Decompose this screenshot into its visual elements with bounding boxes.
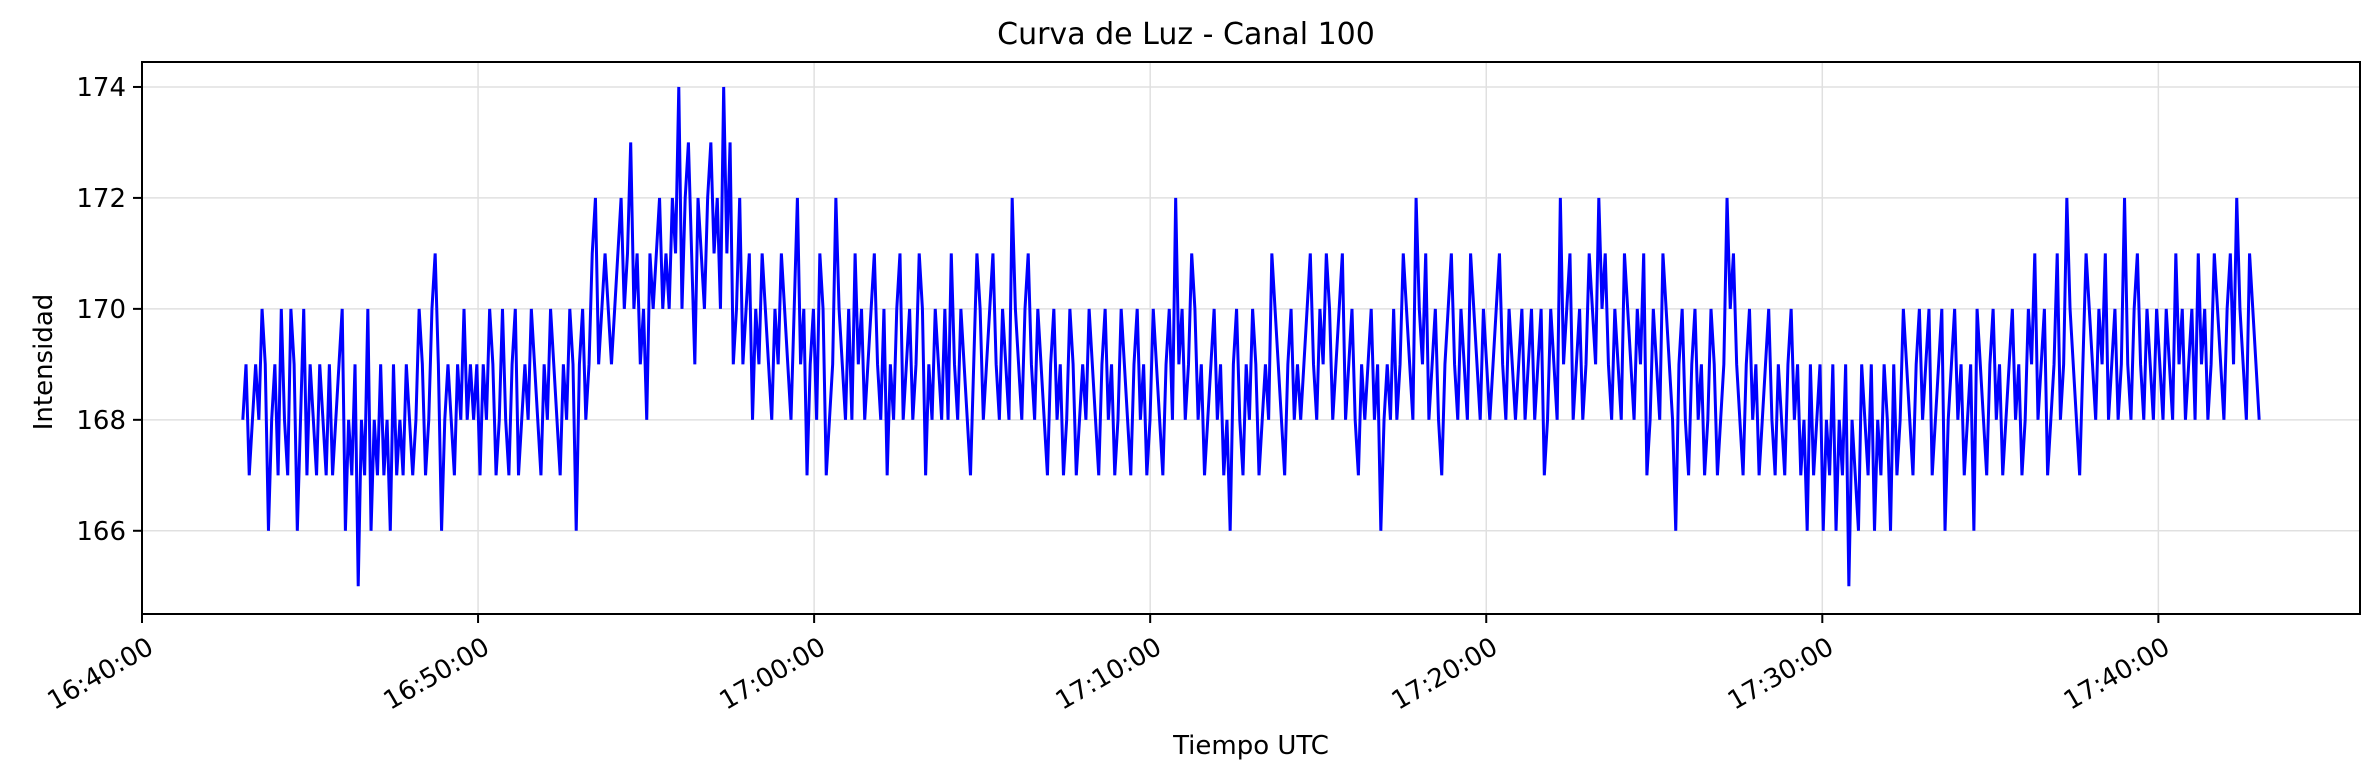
- x-tick-label: 17:40:00: [2059, 632, 2175, 716]
- plot-area: [241, 86, 2261, 587]
- x-tick-label: 16:50:00: [379, 632, 495, 716]
- x-axis-label: Tiempo UTC: [1172, 731, 1329, 761]
- y-axis-ticks: 166 168 170 172 174: [76, 73, 142, 547]
- x-tick-label: 17:30:00: [1723, 632, 1839, 716]
- series-line: [241, 86, 2261, 587]
- axes-frame: [141, 61, 2361, 615]
- y-tick-label: 174: [76, 73, 126, 103]
- x-axis-ticks: 16:40:00 16:50:00 17:00:00 17:10:00 17:20:00…: [43, 614, 2175, 716]
- y-tick-label: 172: [76, 184, 126, 214]
- y-tick-label: 170: [76, 295, 126, 325]
- x-tick-label: 17:00:00: [715, 632, 831, 716]
- x-tick-label: 17:10:00: [1051, 632, 1167, 716]
- x-tick-label: 16:40:00: [43, 632, 159, 716]
- x-tick-label: 17:20:00: [1387, 632, 1503, 716]
- y-tick-label: 166: [76, 517, 126, 547]
- y-tick-label: 168: [76, 406, 126, 436]
- chart-title: Curva de Luz - Canal 100: [997, 17, 1375, 52]
- y-axis-label: Intensidad: [29, 294, 59, 431]
